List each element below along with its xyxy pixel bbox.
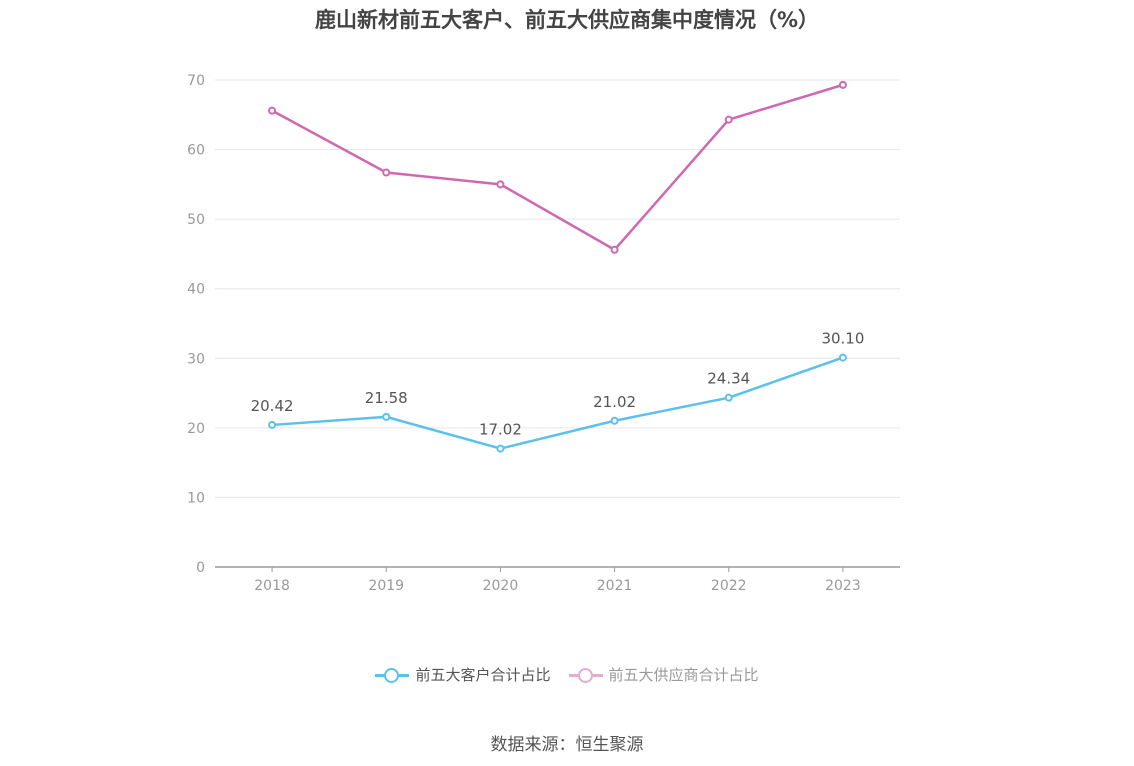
data-point-1-2021: [610, 245, 619, 254]
series-line-0: [271, 356, 844, 450]
legend-swatch-suppliers: [568, 667, 603, 683]
data-point-0-2018: [268, 420, 277, 429]
y-tick-label: 10: [187, 490, 205, 506]
data-point-1-2020: [496, 180, 505, 189]
x-tick-label: 2020: [483, 578, 519, 594]
data-point-0-2019: [382, 412, 391, 421]
y-axis: 0 10 20 30 40 50 60 70: [187, 73, 205, 576]
x-tick-label: 2022: [711, 578, 747, 594]
data-label-2020: 17.02: [479, 421, 522, 439]
series-line-1: [271, 83, 844, 252]
data-point-0-2022: [724, 393, 733, 402]
data-label-2021: 21.02: [593, 393, 636, 411]
x-tick-label: 2018: [254, 578, 290, 594]
chart-title: 鹿山新材前五大客户、前五大供应商集中度情况（%）: [314, 8, 820, 32]
data-point-0-2021: [610, 416, 619, 425]
legend-label-suppliers: 前五大供应商合计占比: [608, 666, 759, 684]
legend-swatch-customers: [375, 667, 410, 683]
x-axis: 2018 2019 2020 2021 2022 2023: [215, 566, 900, 594]
data-label-2022: 24.34: [707, 370, 750, 388]
data-points: [268, 80, 847, 453]
data-label-2018: 20.42: [251, 397, 294, 415]
y-tick-label: 0: [196, 560, 205, 576]
data-point-0-2023: [838, 353, 847, 362]
y-tick-label: 20: [187, 421, 205, 437]
y-tick-label: 50: [187, 212, 205, 228]
data-source: 数据来源：恒生聚源: [490, 735, 644, 755]
data-point-0-2020: [496, 444, 505, 453]
data-labels: 20.42 21.58 17.02 21.02 24.34 30.10: [251, 330, 865, 439]
x-tick-label: 2019: [368, 578, 404, 594]
series-lines: [271, 83, 844, 450]
data-point-1-2019: [382, 168, 391, 177]
grid-lines: [215, 79, 900, 498]
data-point-1-2022: [724, 115, 733, 124]
legend: 前五大客户合计占比 前五大供应商合计占比: [0, 664, 1134, 685]
data-label-2023: 30.10: [821, 330, 864, 348]
y-tick-label: 70: [187, 73, 205, 89]
data-label-2019: 21.58: [365, 389, 408, 407]
legend-item-customers[interactable]: 前五大客户合计占比: [375, 664, 551, 685]
x-tick-label: 2021: [597, 578, 633, 594]
y-tick-label: 40: [187, 282, 205, 298]
data-point-1-2023: [838, 80, 847, 89]
y-tick-label: 30: [187, 351, 205, 367]
y-tick-label: 60: [187, 143, 205, 159]
x-tick-label: 2023: [825, 578, 861, 594]
data-point-1-2018: [268, 106, 277, 115]
legend-label-customers: 前五大客户合计占比: [415, 666, 551, 684]
legend-item-suppliers[interactable]: 前五大供应商合计占比: [568, 664, 759, 685]
